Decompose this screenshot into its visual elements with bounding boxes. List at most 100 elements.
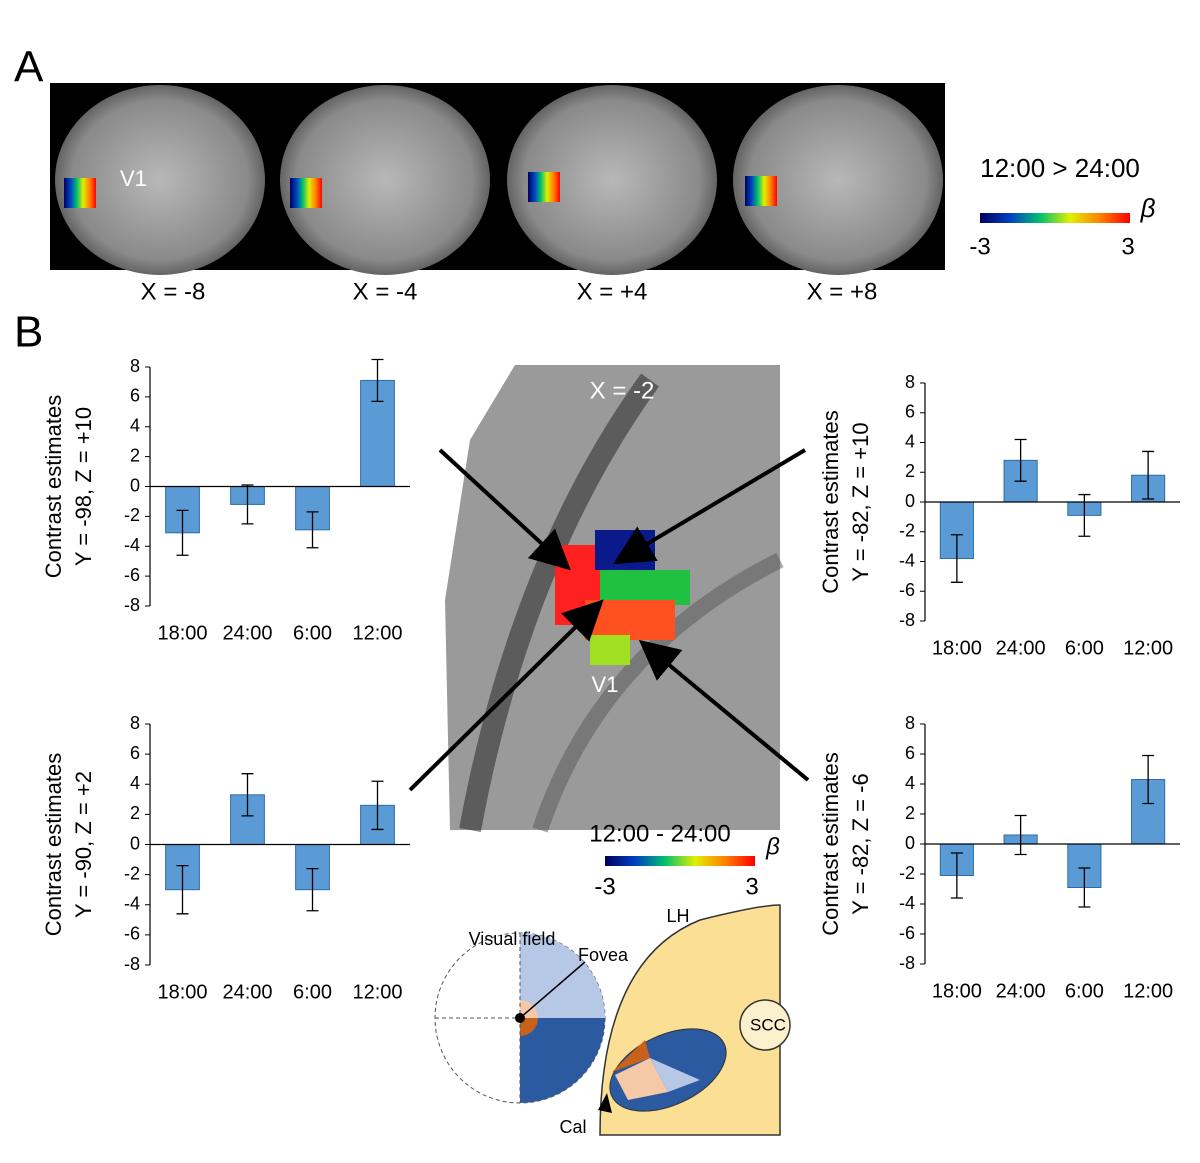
y-tick-label: 4 — [905, 431, 915, 451]
x-tick-label: 24:00 — [996, 980, 1046, 1002]
x-tick-label: 12:00 — [352, 622, 402, 644]
diagram-label: Visual field — [469, 929, 556, 949]
y-tick-label: 0 — [130, 833, 140, 853]
colorbar-symbol: β — [765, 833, 780, 860]
error-bar — [176, 509, 189, 556]
y-tick-label: -6 — [899, 923, 915, 943]
error-bar — [1014, 438, 1027, 482]
x-tick-label: 12:00 — [352, 981, 402, 1003]
slice-label: X = -2 — [590, 377, 655, 404]
mri-zoom — [445, 365, 784, 833]
visual-field-diagram — [434, 904, 791, 1136]
colorbar-title: 12:00 > 24:00 — [980, 153, 1140, 183]
x-tick-label: 18:00 — [932, 980, 982, 1002]
y-tick-label: 4 — [130, 773, 140, 793]
error-bar — [1014, 814, 1027, 856]
slice-label: X = +4 — [577, 278, 648, 305]
y-tick-label: 8 — [905, 372, 915, 392]
y-tick-label: 0 — [905, 491, 915, 511]
y-tick-label: 6 — [905, 402, 915, 422]
colorbar-symbol: β — [1140, 193, 1156, 223]
y-axis-label: Y = -82, Z = +10 — [848, 422, 873, 581]
y-tick-label: -6 — [899, 580, 915, 600]
y-axis-label: Y = -90, Z = +2 — [71, 771, 96, 918]
y-tick-label: 4 — [905, 773, 915, 793]
y-tick-label: 0 — [905, 833, 915, 853]
x-tick-label: 18:00 — [157, 981, 207, 1003]
colorbar-min: -3 — [594, 873, 615, 900]
error-bar — [1142, 450, 1155, 500]
x-tick-label: 6:00 — [293, 622, 332, 644]
y-tick-label: -8 — [899, 953, 915, 973]
x-tick-label: 6:00 — [293, 981, 332, 1003]
x-tick-label: 6:00 — [1065, 637, 1104, 659]
diagram-label: Cal — [559, 1117, 586, 1137]
slice-label: X = -4 — [353, 278, 418, 305]
y-axis-label: Y = -98, Z = +10 — [71, 407, 96, 566]
region-label: V1 — [592, 672, 619, 697]
error-bar — [241, 484, 254, 525]
y-tick-label: -6 — [124, 924, 140, 944]
x-tick-label: 6:00 — [1065, 980, 1104, 1002]
colorbar-min: -3 — [969, 233, 990, 260]
diagram-label: Fovea — [578, 945, 629, 965]
y-tick-label: 8 — [130, 713, 140, 733]
x-tick-label: 12:00 — [1123, 980, 1173, 1002]
colorbar-title: 12:00 - 24:00 — [589, 820, 730, 847]
colorbar-max: 3 — [745, 873, 758, 900]
panel-label: B — [14, 308, 43, 357]
y-tick-label: 4 — [130, 416, 140, 436]
y-tick-label: 8 — [130, 356, 140, 376]
y-tick-label: -4 — [124, 535, 140, 555]
x-tick-label: 18:00 — [932, 637, 982, 659]
y-tick-label: -8 — [124, 954, 140, 974]
slice-label: X = -8 — [141, 278, 206, 305]
error-bar — [371, 358, 384, 403]
x-tick-label: 24:00 — [222, 981, 272, 1003]
error-bar — [950, 852, 963, 899]
error-bar — [950, 534, 963, 583]
y-tick-label: -6 — [124, 565, 140, 585]
mri-slices — [55, 85, 943, 275]
y-tick-label: -4 — [124, 894, 140, 914]
colorbar — [980, 213, 1130, 223]
y-tick-label: -2 — [124, 863, 140, 883]
y-tick-label: 2 — [905, 461, 915, 481]
y-axis-label: Contrast estimates — [818, 410, 843, 593]
slice-label: X = +8 — [807, 278, 878, 305]
y-axis-label: Contrast estimates — [41, 395, 66, 578]
y-tick-label: 6 — [130, 743, 140, 763]
colorbar — [605, 856, 755, 866]
region-label: V1 — [120, 166, 147, 191]
panel-label: A — [14, 43, 44, 92]
y-tick-label: 2 — [130, 445, 140, 465]
diagram-label: LH — [666, 906, 689, 926]
y-axis-label: Contrast estimates — [41, 753, 66, 936]
colorbar-max: 3 — [1121, 233, 1134, 260]
error-bar — [1142, 754, 1155, 805]
error-bar — [241, 773, 254, 817]
diagram-label: SCC — [750, 1015, 786, 1034]
x-tick-label: 24:00 — [222, 622, 272, 644]
y-tick-label: 8 — [905, 713, 915, 733]
error-bar — [371, 780, 384, 831]
y-tick-label: -4 — [899, 550, 915, 570]
x-tick-label: 12:00 — [1123, 637, 1173, 659]
y-axis-label: Y = -82, Z = -6 — [848, 773, 873, 914]
y-tick-label: 6 — [905, 743, 915, 763]
y-tick-label: 2 — [130, 803, 140, 823]
error-bar — [1078, 867, 1091, 908]
error-bar — [306, 511, 319, 549]
y-tick-label: 2 — [905, 803, 915, 823]
x-tick-label: 18:00 — [157, 622, 207, 644]
y-tick-label: -2 — [899, 521, 915, 541]
error-bar — [306, 867, 319, 912]
y-tick-label: -4 — [899, 893, 915, 913]
x-tick-label: 24:00 — [996, 637, 1046, 659]
y-tick-label: -8 — [124, 595, 140, 615]
y-axis-label: Contrast estimates — [818, 752, 843, 935]
y-tick-label: 6 — [130, 386, 140, 406]
y-tick-label: 0 — [130, 475, 140, 495]
error-bar — [176, 864, 189, 915]
